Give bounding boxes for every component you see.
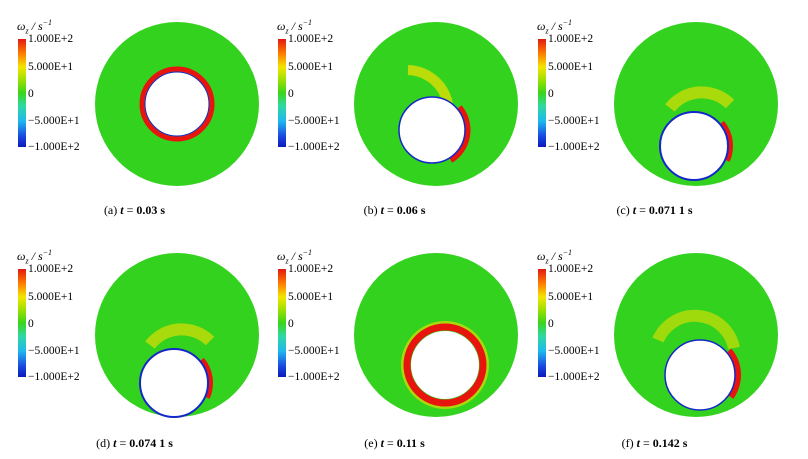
- panel-caption: (e) t = 0.11 s: [364, 436, 425, 450]
- panel-caption: (d) t = 0.074 1 s: [96, 436, 173, 450]
- tick-label: 0: [548, 318, 554, 330]
- tick-label: 1.000E+2: [28, 263, 74, 275]
- vorticity-field-d: [95, 253, 259, 422]
- colorbar: [278, 39, 286, 147]
- tick-label: 0: [28, 88, 34, 100]
- tick-label: −1.000E+2: [548, 371, 600, 383]
- tick-label: 5.000E+1: [28, 61, 74, 73]
- tick-label: −5.000E+1: [288, 115, 340, 127]
- panel-caption: (c) t = 0.071 1 s: [616, 203, 693, 217]
- vorticity-field-f: [614, 253, 778, 417]
- tick-label: 5.000E+1: [548, 61, 594, 73]
- panel-caption: (a) t = 0.03 s: [103, 203, 166, 217]
- tick-label: 5.000E+1: [28, 291, 74, 303]
- tick-label: 5.000E+1: [288, 291, 334, 303]
- tick-label: 0: [288, 318, 294, 330]
- panel-a: ωz / s−1 1.000E+2 5.000E+1 0 −5.000E+1 −…: [0, 0, 269, 229]
- tick-label: 1.000E+2: [288, 263, 334, 275]
- tick-label: −5.000E+1: [548, 115, 600, 127]
- tick-label: −1.000E+2: [28, 371, 80, 383]
- colorbar: [278, 269, 286, 377]
- tick-label: −1.000E+2: [28, 141, 80, 153]
- panel-caption: (b) t = 0.06 s: [363, 203, 426, 217]
- panel-f: ωz / s−1 1.000E+2 5.000E+1 0 −5.000E+1 −…: [520, 230, 789, 459]
- tick-label: −1.000E+2: [288, 371, 340, 383]
- tick-label: 1.000E+2: [28, 33, 74, 45]
- colorbar-title: ωz / s−1: [537, 18, 573, 36]
- tick-label: 0: [28, 318, 34, 330]
- colorbar-title: ωz / s−1: [277, 248, 313, 266]
- tick-label: 5.000E+1: [548, 291, 594, 303]
- vorticity-field-c: [614, 22, 778, 186]
- tick-label: 0: [288, 88, 294, 100]
- tick-label: 1.000E+2: [288, 33, 334, 45]
- tick-label: −5.000E+1: [548, 345, 600, 357]
- colorbar: [18, 39, 26, 147]
- colorbar-title: ωz / s−1: [17, 248, 53, 266]
- tick-label: −5.000E+1: [288, 345, 340, 357]
- panel-e: ωz / s−1 1.000E+2 5.000E+1 0 −5.000E+1 −…: [260, 230, 529, 459]
- tick-label: 1.000E+2: [548, 263, 594, 275]
- colorbar-title: ωz / s−1: [537, 248, 573, 266]
- tick-label: −1.000E+2: [548, 141, 600, 153]
- tick-label: 1.000E+2: [548, 33, 594, 45]
- colorbar-title: ωz / s−1: [277, 18, 313, 36]
- panel-b: ωz / s−1 1.000E+2 5.000E+1 0 −5.000E+1 −…: [260, 0, 529, 229]
- colorbar: [538, 39, 546, 147]
- tick-label: 0: [548, 88, 554, 100]
- tick-label: −5.000E+1: [28, 345, 80, 357]
- colorbar-title: ωz / s−1: [17, 18, 53, 36]
- panel-c: ωz / s−1 1.000E+2 5.000E+1 0 −5.000E+1 −…: [520, 0, 789, 229]
- panel-caption: (f) t = 0.142 s: [621, 436, 688, 450]
- vorticity-field-b: [354, 22, 518, 186]
- tick-label: −1.000E+2: [288, 141, 340, 153]
- colorbar: [18, 269, 26, 377]
- vorticity-field-e: [354, 253, 518, 417]
- colorbar: [538, 269, 546, 377]
- vorticity-field-a: [95, 22, 259, 186]
- panel-d: ωz / s−1 1.000E+2 5.000E+1 0 −5.000E+1 −…: [0, 230, 269, 459]
- tick-label: 5.000E+1: [288, 61, 334, 73]
- tick-label: −5.000E+1: [28, 115, 80, 127]
